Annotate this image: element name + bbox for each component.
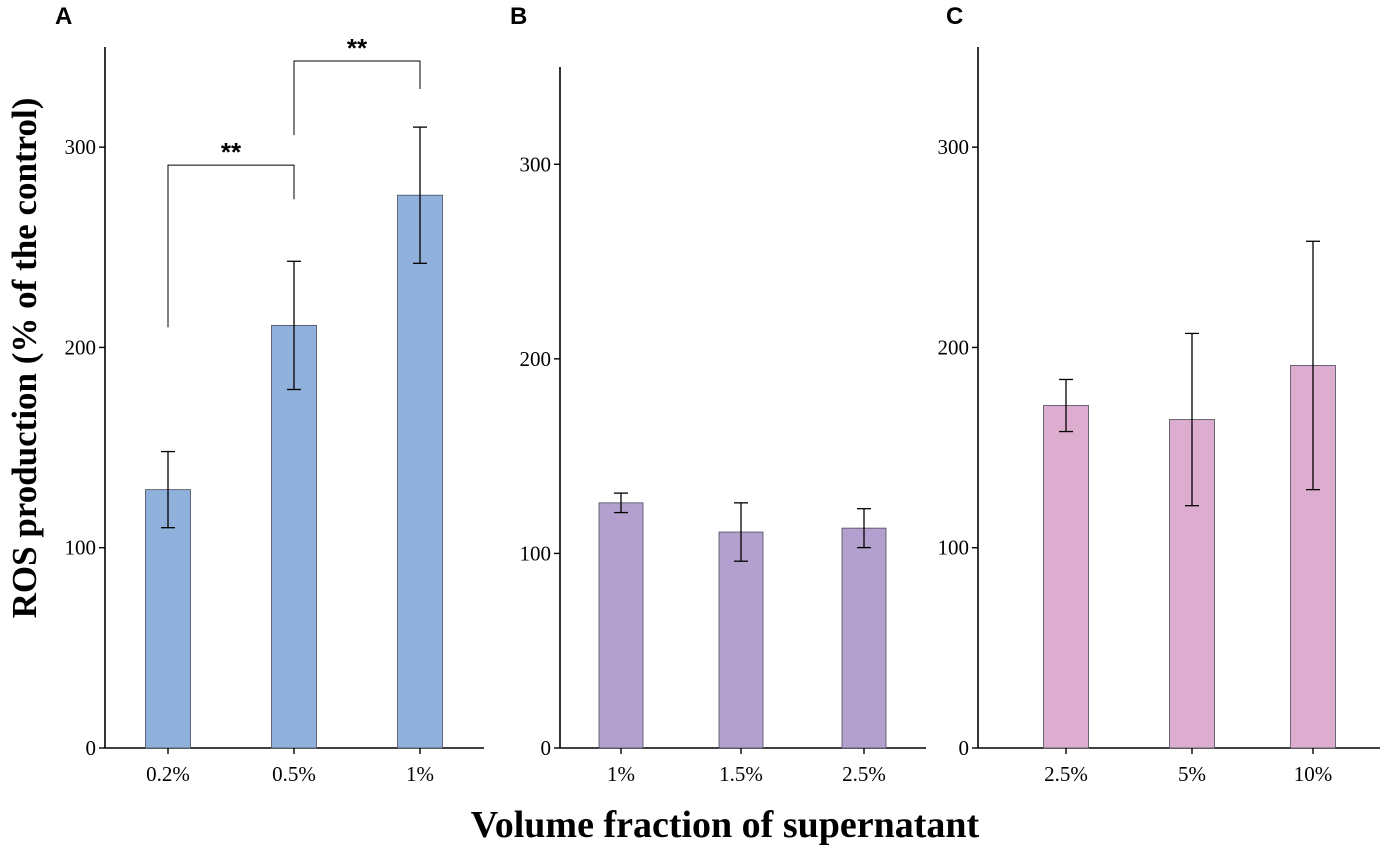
x-tick-label: 1% <box>607 762 635 786</box>
bar-a-2 <box>397 194 443 749</box>
y-tick-label: 200 <box>65 335 97 359</box>
x-tick-label: 2.5% <box>1044 762 1088 786</box>
x-tick-label: 5% <box>1178 762 1206 786</box>
y-tick-label: 300 <box>938 135 970 159</box>
bar-b-0 <box>598 502 644 749</box>
panel-a: A 0 100 200 300 0.2% 0.5% 1% ** ** <box>55 3 484 786</box>
x-tick-label: 1.5% <box>719 762 763 786</box>
panel-letter: B <box>510 3 527 30</box>
y-tick-label: 0 <box>86 736 97 760</box>
y-tick-label: 200 <box>520 347 552 371</box>
y-tick-label: 300 <box>520 152 552 176</box>
y-tick-label: 0 <box>959 736 970 760</box>
x-tick-label: 2.5% <box>842 762 886 786</box>
significance-bracket <box>293 60 421 136</box>
y-axis-title: ROS production (% of the control) <box>5 98 44 619</box>
significance-label: ** <box>347 33 368 63</box>
x-tick-label: 1% <box>406 762 434 786</box>
bar-c-0 <box>1043 405 1089 749</box>
x-tick-label: 0.5% <box>272 762 316 786</box>
y-tick-label: 0 <box>541 736 552 760</box>
panel-b: B 0 100 200 300 1% 1.5% 2.5% <box>510 3 926 786</box>
chart-panels: A 0 100 200 300 0.2% 0.5% 1% ** ** B 0 100 200 300 1% 1.… <box>55 3 1380 786</box>
y-tick-label: 100 <box>938 536 970 560</box>
x-axis-title: Volume fraction of supernatant <box>471 804 980 846</box>
x-tick-label: 0.2% <box>146 762 190 786</box>
bar-b-2 <box>841 527 887 749</box>
panel-letter: A <box>55 3 72 30</box>
bar-a-0 <box>145 489 191 749</box>
y-tick-label: 300 <box>65 135 97 159</box>
y-tick-label: 100 <box>65 536 97 560</box>
y-tick-label: 200 <box>938 335 970 359</box>
panel-letter: C <box>946 3 963 30</box>
bar-b-1 <box>718 531 764 749</box>
x-tick-label: 10% <box>1294 762 1333 786</box>
significance-bracket <box>167 164 295 328</box>
panel-c: C 0 100 200 300 2.5% 5% 10% <box>938 3 1380 786</box>
significance-label: ** <box>221 137 242 167</box>
y-tick-label: 100 <box>520 541 552 565</box>
